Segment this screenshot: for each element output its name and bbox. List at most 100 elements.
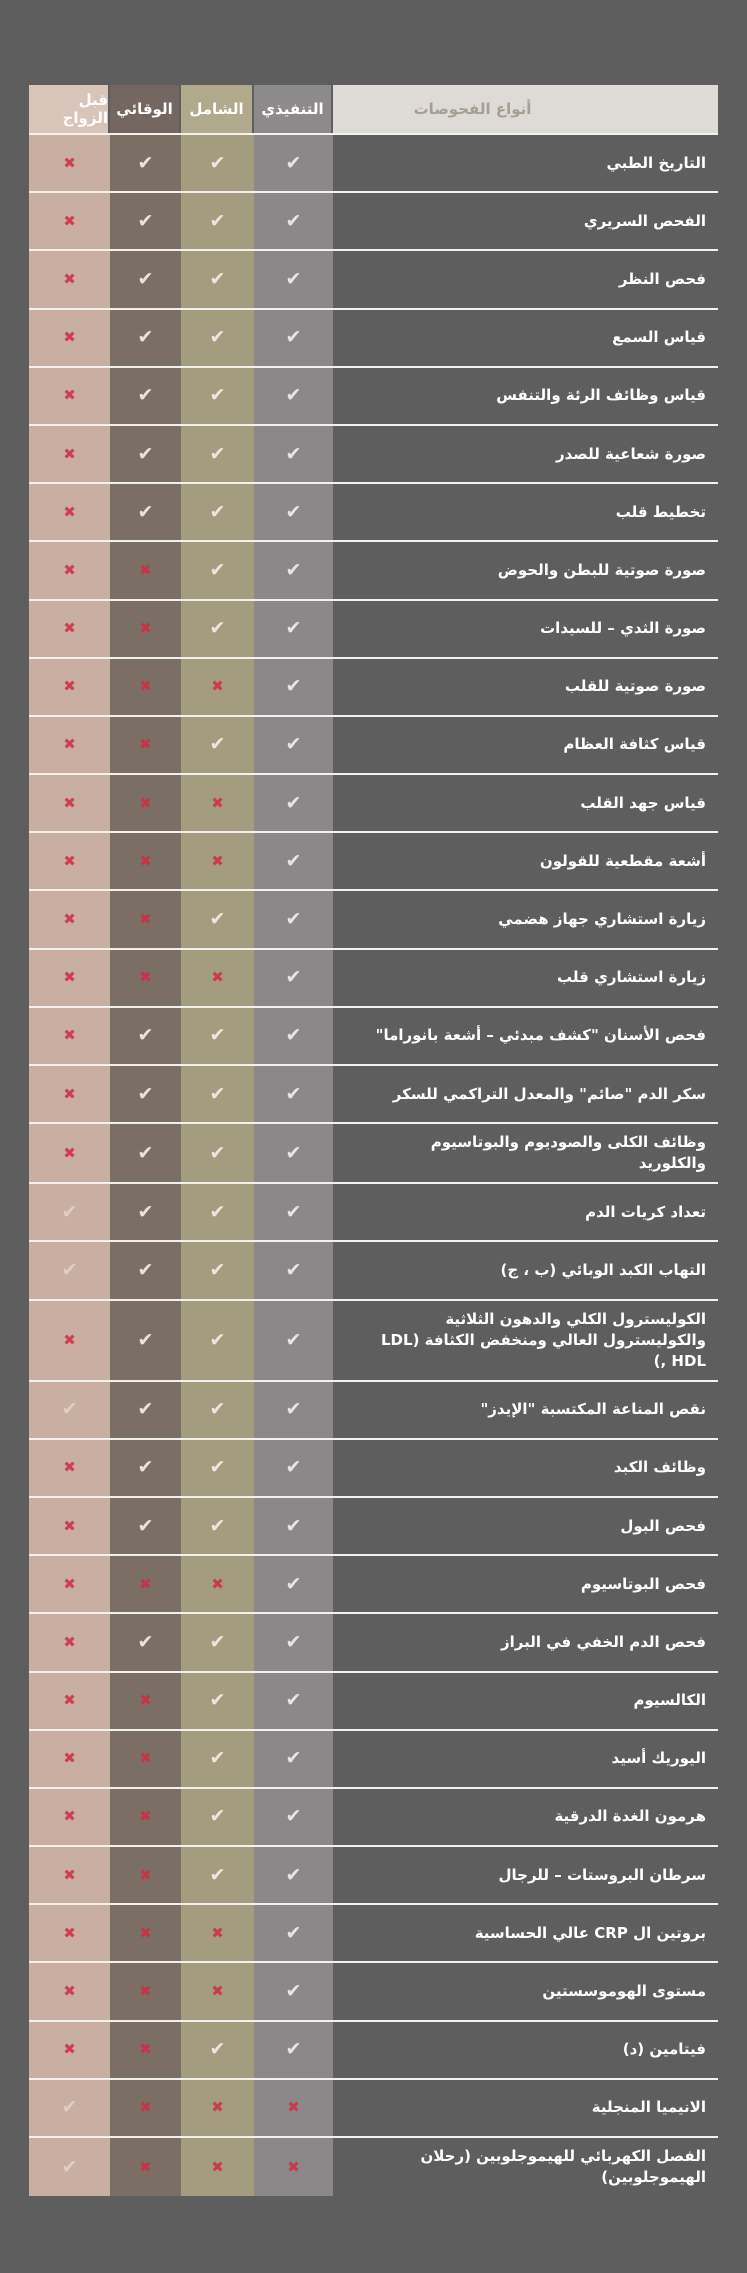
mark-cell-executive: ✔ [254,1788,333,1846]
x-icon: ✖ [139,1749,152,1768]
column-header-premarital: قبل الزواج [29,85,110,133]
test-name-cell: قياس كثافة العظام [563,735,706,754]
mark-cell-executive: ✔ [254,2021,333,2078]
mark-cell-premarital: ✖ [29,193,110,250]
mark-cell-preventive: ✔ [110,484,181,541]
check-icon: ✔ [209,2038,226,2061]
mark-cell-comprehensive: ✔ [181,716,254,774]
table-row: أشعة مقطعية للقولون ✔ ✖ ✖ ✖ [29,831,718,890]
x-icon: ✖ [63,1807,76,1826]
check-icon: ✔ [209,1328,226,1351]
table-row: وظائف الكلى والصوديوم والبوتاسيوم والكلو… [29,1122,718,1183]
test-name-cell: بروتين ال CRP عالي الحساسية [474,1923,706,1942]
mark-cell-comprehensive: ✔ [181,1730,254,1787]
mark-cell-premarital: ✖ [29,135,110,192]
mark-cell-executive: ✖ [254,2138,333,2196]
mark-cell-comprehensive: ✔ [181,1788,254,1846]
x-icon: ✖ [63,1749,76,1768]
mark-cell-executive: ✔ [254,1439,333,1496]
mark-cell-executive: ✔ [254,484,333,541]
mark-cell-comprehensive: ✖ [181,2138,254,2196]
x-icon: ✖ [139,910,152,929]
mark-cell-preventive: ✖ [110,949,181,1006]
check-icon: ✔ [285,442,302,465]
mark-cell-executive: ✔ [254,251,333,308]
mark-cell-executive: ✔ [254,1066,333,1123]
check-icon: ✔ [209,1630,226,1653]
mark-cell-preventive: ✖ [110,1905,181,1962]
test-name-cell: فحص البول [620,1516,706,1535]
mark-cell-preventive: ✖ [110,716,181,774]
mark-cell-comprehensive: ✖ [181,949,254,1006]
x-icon: ✖ [139,1691,152,1710]
table-row: مستوى الهوموسستين ✔ ✖ ✖ ✖ [29,1961,718,2020]
check-icon: ✔ [285,267,302,290]
table-row: الانيميا المنجلية ✖ ✖ ✖ ✔ [29,2077,718,2136]
mark-cell-executive: ✔ [254,1614,333,1671]
x-icon: ✖ [211,1923,224,1942]
mark-cell-preventive: ✖ [110,891,181,948]
mark-cell-executive: ✔ [254,1847,333,1904]
test-name-cell: قياس السمع [612,328,706,347]
mark-cell-preventive: ✖ [110,1672,181,1729]
table-row: فحص البول ✔ ✔ ✔ ✖ [29,1495,718,1555]
x-icon: ✖ [287,2098,300,2117]
x-icon: ✖ [63,1982,76,2001]
mark-cell-premarital: ✖ [29,1439,110,1496]
x-icon: ✖ [63,328,76,347]
mark-cell-preventive: ✖ [110,2021,181,2078]
test-name-cell: أشعة مقطعية للقولون [539,851,706,870]
check-icon: ✔ [285,209,302,232]
test-name-cell: صورة شعاعية للصدر [556,444,706,463]
x-icon: ✖ [139,677,152,696]
mark-cell-comprehensive: ✔ [181,542,254,599]
table-row: نقص المناعة المكتسبة "الإيدز" ✔ ✔ ✔ ✔ [29,1379,718,1438]
check-icon: ✔ [209,384,226,407]
mark-cell-executive: ✔ [254,425,333,483]
test-name-cell: الكالسيوم [633,1691,706,1710]
table-row: زيارة استشاري قلب ✔ ✖ ✖ ✖ [29,947,718,1006]
mark-cell-comprehensive: ✔ [181,1672,254,1729]
mark-cell-premarital: ✖ [29,658,110,715]
test-name-cell: زيارة استشاري جهاز هضمي [498,910,706,929]
mark-cell-executive: ✔ [254,367,333,424]
check-icon: ✔ [209,1024,226,1047]
mark-cell-premarital: ✖ [29,1963,110,2020]
table-row: زيارة استشاري جهاز هضمي ✔ ✔ ✖ ✖ [29,889,718,948]
check-icon: ✔ [285,1141,302,1164]
x-icon: ✖ [211,2098,224,2117]
mark-cell-executive: ✔ [254,1672,333,1729]
mark-cell-executive: ✔ [254,1556,333,1613]
test-name-cell: فحص الأسنان "كشف مبدئي – أشعة بانوراما" [375,1026,706,1045]
mark-cell-premarital: ✖ [29,1847,110,1904]
mark-cell-preventive: ✔ [110,1124,181,1183]
x-icon: ✖ [139,735,152,754]
table-row: بروتين ال CRP عالي الحساسية ✔ ✖ ✖ ✖ [29,1903,718,1962]
check-icon: ✔ [209,326,226,349]
mark-cell-executive: ✔ [254,542,333,599]
mark-cell-comprehensive: ✔ [181,1007,254,1064]
mark-cell-comprehensive: ✔ [181,193,254,250]
mark-cell-executive: ✔ [254,193,333,250]
mark-cell-premarital: ✖ [29,1556,110,1613]
mark-cell-executive: ✔ [254,1963,333,2020]
mark-cell-premarital: ✖ [29,1497,110,1555]
x-icon: ✖ [139,560,152,579]
x-icon: ✖ [63,793,76,812]
check-icon: ✔ [285,1456,302,1479]
x-icon: ✖ [63,269,76,288]
x-icon: ✖ [211,968,224,987]
check-icon: ✔ [285,675,302,698]
mark-cell-preventive: ✔ [110,1184,181,1241]
mark-cell-preventive: ✖ [110,1847,181,1904]
mark-cell-comprehensive: ✔ [181,1439,254,1496]
mark-cell-preventive: ✖ [110,775,181,832]
x-icon: ✖ [63,1084,76,1103]
mark-cell-executive: ✔ [254,658,333,715]
table-row: فحص الأسنان "كشف مبدئي – أشعة بانوراما" … [29,1005,718,1064]
mark-cell-comprehensive: ✔ [181,1066,254,1123]
check-icon: ✔ [137,209,154,232]
mark-cell-executive: ✔ [254,600,333,657]
column-header-executive: التنفيذي [254,85,333,133]
